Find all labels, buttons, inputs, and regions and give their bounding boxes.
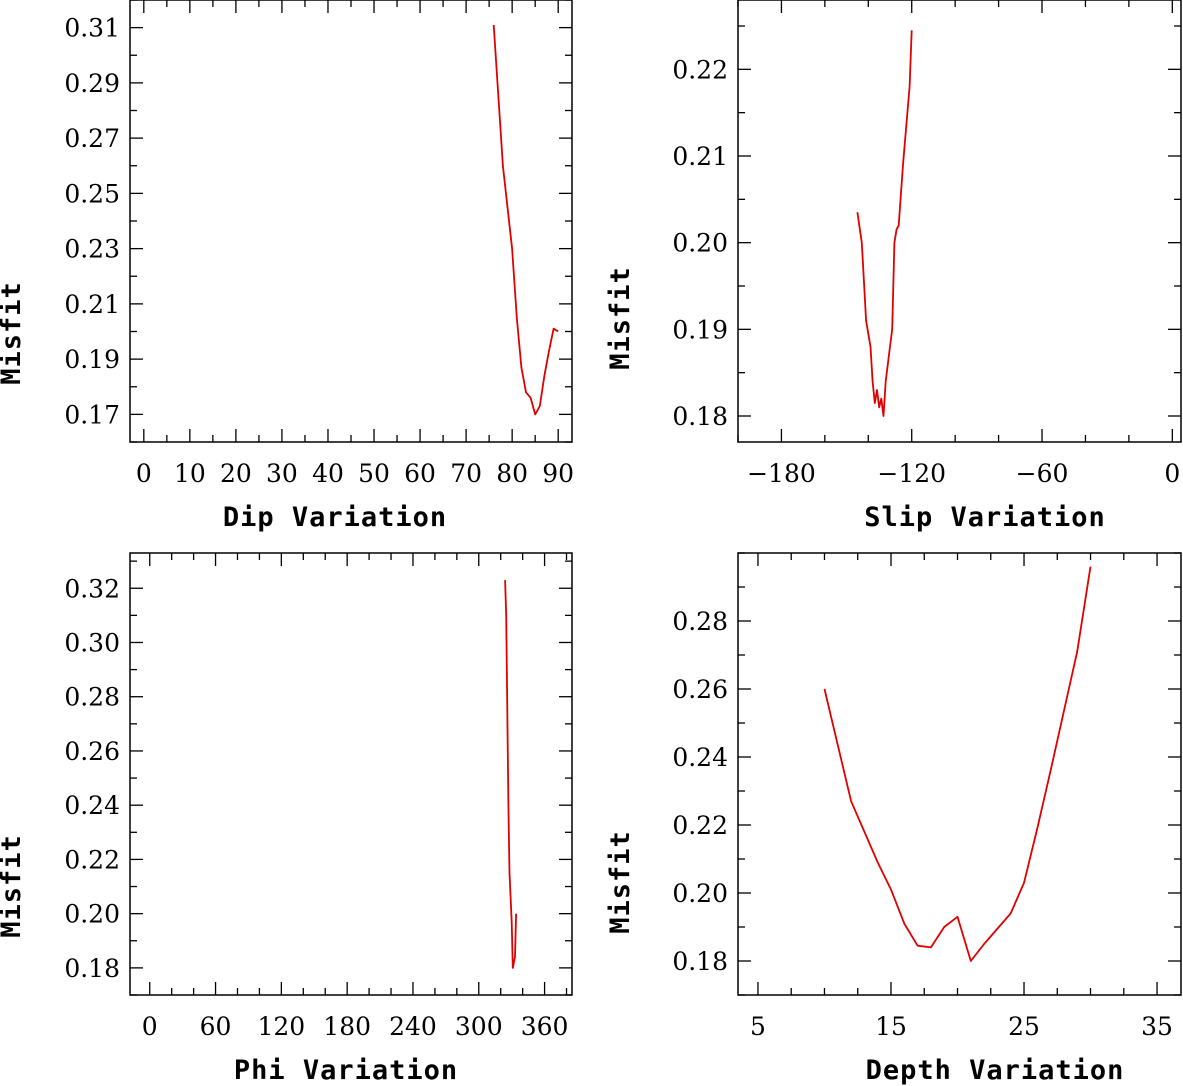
dip-x-tick-label: 20 xyxy=(220,459,252,488)
slip-x-tick-label: −120 xyxy=(877,459,946,488)
slip-plot-frame xyxy=(737,0,1182,443)
phi-y-axis-label: Misfit xyxy=(0,834,27,938)
phi-variation-chart: 0 60 120 180 240 300 360 0.18 0.20 0.22 0.24 0.26 0.… xyxy=(0,552,573,1086)
slip-misfit-curve xyxy=(856,30,913,417)
depth-y-tick-label: 0.28 xyxy=(672,607,728,636)
slip-y-tick-label: 0.19 xyxy=(672,315,728,344)
slip-y-tick-label: 0.20 xyxy=(672,229,728,258)
depth-x-tick-label: 35 xyxy=(1141,1012,1173,1041)
phi-misfit-curve xyxy=(504,580,517,969)
dip-y-tick-label: 0.27 xyxy=(64,124,120,153)
depth-y-tick-label: 0.24 xyxy=(672,743,728,772)
dip-x-tick-label: 90 xyxy=(542,459,574,488)
dip-y-tick-label: 0.17 xyxy=(64,400,120,429)
phi-plot-frame xyxy=(129,552,573,996)
depth-x-tick-label: 5 xyxy=(750,1012,766,1041)
depth-y-tick-label: 0.18 xyxy=(672,947,728,976)
slip-y-tick-label: 0.22 xyxy=(672,55,728,84)
dip-misfit-curve xyxy=(492,24,559,416)
phi-y-tick-label: 0.18 xyxy=(64,954,120,983)
slip-x-tick-label: −180 xyxy=(747,459,816,488)
slip-x-axis-label: Slip Variation xyxy=(864,502,1106,533)
slip-variation-chart: −180 −120 −60 0 0.18 0.19 0.20 0.21 0.22 Slip Va… xyxy=(605,0,1182,533)
phi-x-tick-label: 60 xyxy=(200,1012,232,1041)
dip-x-tick-label: 60 xyxy=(404,459,436,488)
depth-plot-frame xyxy=(737,552,1182,996)
depth-y-tick-label: 0.20 xyxy=(672,879,728,908)
phi-y-tick-label: 0.32 xyxy=(64,574,120,603)
dip-x-tick-label: 80 xyxy=(496,459,528,488)
dip-y-tick-label: 0.19 xyxy=(64,345,120,374)
slip-y-axis-label: Misfit xyxy=(605,266,636,370)
slip-x-tick-label: −60 xyxy=(1016,459,1069,488)
phi-x-tick-label: 360 xyxy=(521,1012,569,1041)
dip-x-tick-label: 10 xyxy=(174,459,206,488)
depth-variation-chart: 5 15 25 35 0.18 0.20 0.22 0.24 0.26 0.28 Depth Va… xyxy=(605,552,1182,1086)
depth-x-tick-label: 15 xyxy=(875,1012,907,1041)
dip-y-tick-label: 0.23 xyxy=(64,235,120,264)
phi-x-tick-label: 180 xyxy=(323,1012,371,1041)
dip-x-tick-label: 0 xyxy=(136,459,152,488)
dip-y-tick-label: 0.21 xyxy=(64,290,120,319)
dip-x-tick-label: 70 xyxy=(450,459,482,488)
dip-x-tick-label: 50 xyxy=(358,459,390,488)
phi-y-tick-label: 0.26 xyxy=(64,737,120,766)
phi-y-tick-label: 0.30 xyxy=(64,628,120,657)
dip-variation-chart: 0 10 20 30 40 50 60 70 80 90 0.17 0.19 0.21 0.23 0.25 0… xyxy=(0,0,574,533)
depth-misfit-curve xyxy=(823,566,1092,962)
dip-x-tick-label: 40 xyxy=(312,459,344,488)
slip-x-tick-label: 0 xyxy=(1164,459,1180,488)
dip-y-tick-label: 0.29 xyxy=(64,69,120,98)
depth-x-axis-label: Depth Variation xyxy=(866,1055,1125,1086)
phi-x-tick-label: 120 xyxy=(257,1012,305,1041)
depth-x-tick-label: 25 xyxy=(1008,1012,1040,1041)
phi-x-tick-label: 240 xyxy=(389,1012,437,1041)
slip-y-tick-label: 0.18 xyxy=(672,402,728,431)
dip-plot-frame xyxy=(129,0,573,443)
phi-y-tick-label: 0.20 xyxy=(64,900,120,929)
phi-x-tick-label: 0 xyxy=(142,1012,158,1041)
dip-y-tick-label: 0.25 xyxy=(64,179,120,208)
dip-y-tick-label: 0.31 xyxy=(64,14,120,43)
phi-y-tick-label: 0.28 xyxy=(64,683,120,712)
depth-y-tick-label: 0.22 xyxy=(672,811,728,840)
depth-y-axis-label: Misfit xyxy=(605,830,636,934)
dip-x-tick-label: 30 xyxy=(266,459,298,488)
phi-y-tick-label: 0.22 xyxy=(64,845,120,874)
phi-x-tick-label: 300 xyxy=(455,1012,503,1041)
depth-y-tick-label: 0.26 xyxy=(672,675,728,704)
phi-y-tick-label: 0.24 xyxy=(64,791,120,820)
slip-y-tick-label: 0.21 xyxy=(672,142,728,171)
phi-x-axis-label: Phi Variation xyxy=(234,1055,458,1086)
dip-x-axis-label: Dip Variation xyxy=(223,502,447,533)
dip-y-axis-label: Misfit xyxy=(0,281,27,385)
